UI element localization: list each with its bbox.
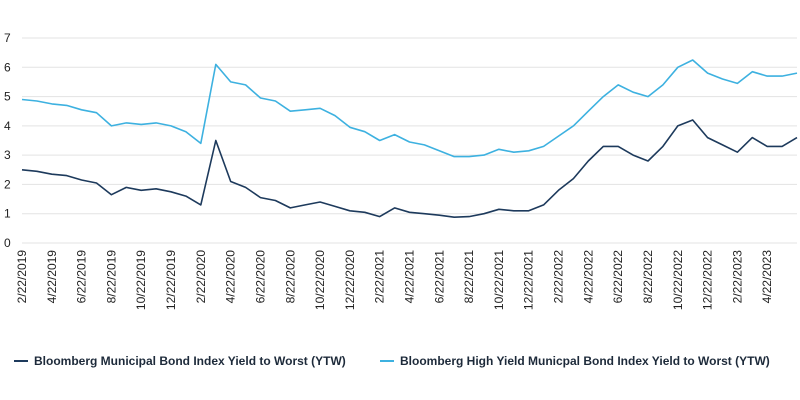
y-tick-label: 0 bbox=[4, 236, 11, 250]
x-tick-label: 4/22/2022 bbox=[581, 250, 595, 304]
y-tick-label: 2 bbox=[4, 177, 11, 191]
x-tick-label: 4/22/2023 bbox=[760, 250, 774, 304]
x-tick-label: 6/22/2019 bbox=[75, 250, 89, 304]
x-tick-label: 6/22/2022 bbox=[611, 250, 625, 304]
x-tick-label: 4/22/2021 bbox=[403, 250, 417, 304]
x-tick-label: 10/22/2019 bbox=[134, 250, 148, 310]
y-tick-label: 1 bbox=[4, 207, 11, 221]
x-tick-label: 4/22/2020 bbox=[224, 250, 238, 304]
x-tick-label: 2/22/2020 bbox=[194, 250, 208, 304]
x-tick-label: 2/22/2019 bbox=[15, 250, 29, 304]
series-line bbox=[21, 59, 798, 158]
y-tick-label: 5 bbox=[4, 90, 11, 104]
x-tick-label: 12/22/2020 bbox=[343, 250, 357, 310]
x-tick-label: 2/22/2023 bbox=[730, 250, 744, 304]
y-tick-label: 6 bbox=[4, 60, 11, 74]
legend-label: Bloomberg High Yield Municpal Bond Index… bbox=[400, 354, 770, 368]
x-tick-label: 2/22/2022 bbox=[552, 250, 566, 304]
x-tick-label: 10/22/2021 bbox=[492, 250, 506, 310]
x-tick-label: 8/22/2020 bbox=[283, 250, 297, 304]
y-tick-label: 7 bbox=[4, 31, 11, 45]
x-tick-label: 8/22/2022 bbox=[641, 250, 655, 304]
x-tick-label: 6/22/2021 bbox=[432, 250, 446, 304]
x-tick-label: 4/22/2019 bbox=[45, 250, 59, 304]
x-tick-label: 2/22/2021 bbox=[373, 250, 387, 304]
x-tick-label: 8/22/2021 bbox=[462, 250, 476, 304]
x-tick-label: 6/22/2020 bbox=[253, 250, 267, 304]
x-tick-label: 8/22/2019 bbox=[104, 250, 118, 304]
x-tick-label: 12/22/2022 bbox=[701, 250, 715, 310]
y-tick-label: 3 bbox=[4, 148, 11, 162]
y-tick-label: 4 bbox=[4, 119, 11, 133]
x-tick-label: 10/22/2020 bbox=[313, 250, 327, 310]
x-tick-label: 12/22/2021 bbox=[522, 250, 536, 310]
series-line bbox=[21, 119, 798, 218]
legend-label: Bloomberg Municipal Bond Index Yield to … bbox=[34, 354, 346, 368]
x-tick-label: 10/22/2022 bbox=[671, 250, 685, 310]
x-tick-label: 12/22/2019 bbox=[164, 250, 178, 310]
